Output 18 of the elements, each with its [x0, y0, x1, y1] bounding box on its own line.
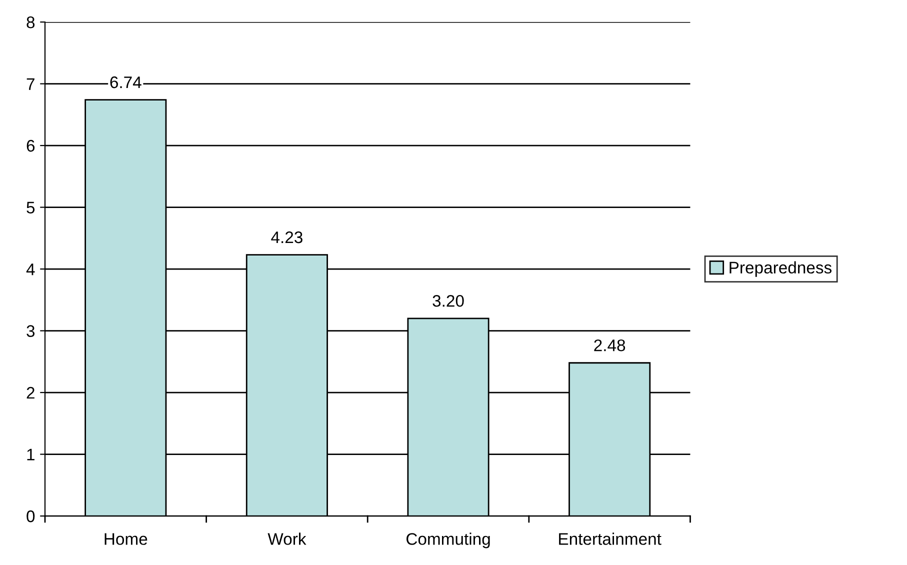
text: 2.48: [594, 339, 626, 352]
y-tick-label: 8: [26, 16, 35, 28]
y-tick-label: 6: [26, 140, 35, 152]
x-tick-label: Entertainment: [559, 532, 662, 545]
text: 4.23: [271, 231, 302, 244]
y-tick-label: 5: [26, 202, 35, 214]
x-tick-label: Work: [268, 532, 306, 545]
legend-label: Preparedness: [730, 261, 832, 277]
text: 3.20: [432, 294, 464, 307]
y-tick-label: 0: [26, 510, 35, 522]
y-tick-label: 4: [26, 264, 35, 276]
text: 6.74: [110, 76, 142, 88]
y-tick-label: 2: [26, 386, 34, 399]
x-tick-label: Commuting: [406, 532, 490, 548]
y-tick-label: 1: [27, 448, 34, 460]
y-tick-label: 3: [26, 325, 35, 337]
x-tick-label: Home: [104, 533, 148, 545]
y-tick-label: 7: [26, 78, 34, 90]
